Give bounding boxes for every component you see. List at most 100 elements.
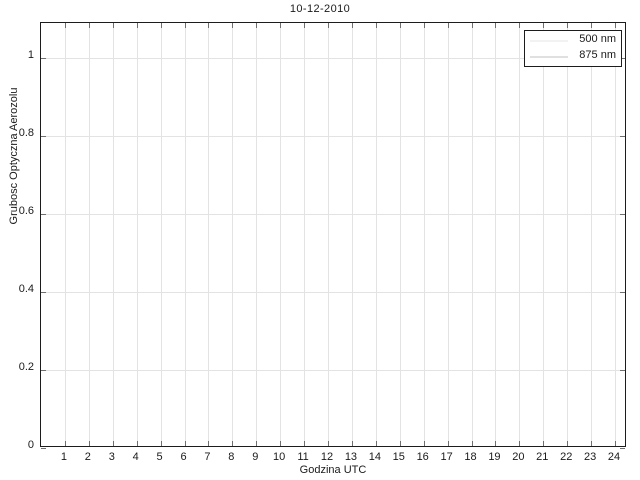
gridline-vertical	[567, 23, 569, 446]
x-axis-tick-top	[232, 23, 234, 28]
x-axis-tick	[256, 441, 258, 446]
x-axis-tick	[615, 441, 617, 446]
x-axis-tick-label: 5	[156, 451, 163, 463]
x-axis-tick	[495, 441, 497, 446]
x-axis-tick-top	[471, 23, 473, 28]
x-axis-tick-top	[351, 23, 353, 28]
x-axis-tick-label: 12	[320, 451, 334, 463]
x-axis-tick	[567, 441, 569, 446]
legend-entry-0[interactable]: 500 nm	[525, 32, 621, 48]
x-axis-tick	[423, 441, 425, 446]
x-axis-tick-label: 20	[512, 451, 525, 463]
gridline-vertical	[399, 23, 401, 446]
y-axis-tick	[41, 58, 46, 60]
x-axis-tick	[88, 441, 90, 446]
x-axis-tick-label: 16	[416, 451, 429, 463]
legend-entry-1[interactable]: 875 nm	[525, 48, 621, 64]
gridline-vertical	[495, 23, 497, 446]
x-axis-tick-label: 4	[132, 451, 139, 463]
x-axis-tick-top	[280, 23, 282, 28]
x-axis-tick	[519, 441, 521, 446]
x-axis-tick-label: 8	[228, 451, 235, 463]
x-axis-tick-top	[447, 23, 449, 28]
x-axis-tick-top	[543, 23, 545, 28]
x-axis-tick	[184, 441, 186, 446]
x-axis-tick-label: 1	[60, 451, 67, 463]
legend-label-1: 875 nm	[579, 49, 616, 61]
y-axis-tick-right	[620, 370, 625, 372]
x-axis-tick-top	[112, 23, 114, 28]
x-axis-tick-label: 23	[583, 451, 597, 463]
x-axis-tick	[112, 441, 114, 446]
x-axis-tick	[543, 441, 545, 446]
x-axis-tick-top	[88, 23, 90, 28]
y-axis-tick-label: 0.8	[18, 127, 34, 140]
x-axis-tick-label: 10	[273, 451, 286, 463]
gridline-vertical	[208, 23, 210, 446]
x-axis-tick-label: 11	[297, 451, 309, 463]
y-axis-tick-right	[620, 448, 625, 449]
x-axis-tick-top	[304, 23, 306, 28]
y-axis-tick-right	[620, 292, 625, 294]
gridline-horizontal	[41, 136, 625, 138]
gridline-vertical	[423, 23, 425, 446]
x-axis-tick-top	[591, 23, 593, 28]
y-axis-tick	[41, 136, 46, 138]
x-axis-tick	[328, 441, 330, 446]
y-axis-tick-right	[620, 214, 625, 216]
x-axis-tick	[447, 441, 449, 446]
x-axis-tick-label: 7	[204, 451, 211, 463]
gridline-vertical	[88, 23, 90, 446]
gridline-vertical	[256, 23, 258, 446]
gridline-vertical	[328, 23, 330, 446]
y-axis-tick-label: 0.2	[18, 361, 34, 374]
x-axis-tick-top	[256, 23, 258, 28]
x-axis-tick	[232, 441, 234, 446]
x-axis-tick-top	[423, 23, 425, 28]
x-axis-tick	[471, 441, 473, 446]
gridline-vertical	[519, 23, 521, 446]
x-axis-tick-top	[375, 23, 377, 28]
gridline-vertical	[543, 23, 545, 446]
x-axis-tick-label: 13	[344, 451, 358, 463]
x-axis-tick-top	[184, 23, 186, 28]
gridline-vertical	[447, 23, 449, 446]
x-axis-tick-label: 21	[536, 451, 549, 463]
x-axis-tick	[591, 441, 593, 446]
x-axis-tick-top	[64, 23, 66, 28]
gridline-vertical	[136, 23, 138, 446]
x-axis-tick-label: 14	[368, 451, 381, 463]
x-axis-tick	[280, 441, 282, 446]
x-axis-tick-label: 3	[108, 451, 115, 463]
gridline-vertical	[280, 23, 282, 446]
gridline-horizontal	[41, 370, 625, 372]
x-axis-tick-top	[495, 23, 497, 28]
x-axis-tick-top	[567, 23, 569, 28]
gridline-vertical	[591, 23, 593, 446]
gridline-horizontal	[41, 58, 625, 60]
x-axis-label: Godzina UTC	[299, 464, 367, 476]
y-axis-tick-label: 0.4	[18, 283, 34, 296]
x-axis-tick-top	[399, 23, 401, 28]
gridline-vertical	[184, 23, 186, 446]
series-layer	[41, 23, 625, 446]
gridline-vertical	[375, 23, 377, 446]
legend-line-icon-0	[530, 40, 568, 42]
x-axis-tick	[399, 441, 401, 446]
x-axis-tick-label: 22	[560, 451, 573, 463]
y-axis-tick	[41, 214, 46, 216]
y-axis-tick	[41, 292, 46, 294]
gridline-vertical	[160, 23, 162, 446]
x-axis-tick-label: 19	[488, 451, 501, 463]
x-axis-tick-top	[519, 23, 521, 28]
x-axis-tick	[375, 441, 377, 446]
gridline-vertical	[351, 23, 353, 446]
gridline-vertical	[471, 23, 473, 446]
x-axis-tick-top	[136, 23, 138, 28]
x-axis-tick	[304, 441, 306, 446]
y-axis-tick-label: 0.6	[18, 205, 34, 218]
x-axis-tick-label: 24	[607, 451, 621, 463]
y-axis-tick	[41, 448, 46, 449]
x-axis-tick-label: 9	[252, 451, 259, 463]
x-axis-tick-label: 18	[464, 451, 477, 463]
